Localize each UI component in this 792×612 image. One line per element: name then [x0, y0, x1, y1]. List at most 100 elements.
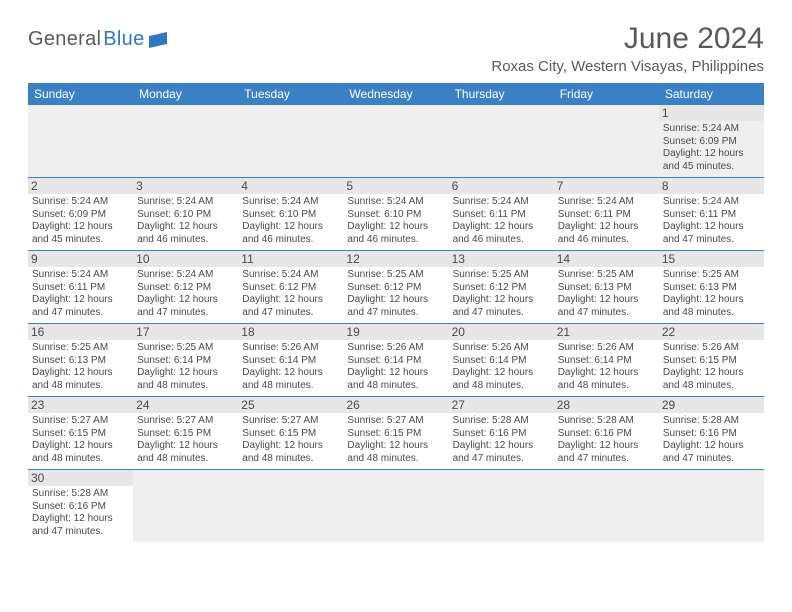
sunrise-line: Sunrise: 5:25 AM [558, 269, 655, 282]
daylight-line: Daylight: 12 hours and 48 minutes. [347, 367, 444, 392]
day-number: 3 [133, 178, 238, 194]
sunset-line: Sunset: 6:12 PM [137, 282, 234, 295]
daylight-line: Daylight: 12 hours and 48 minutes. [663, 294, 760, 319]
header: General Blue June 2024 Roxas City, Weste… [28, 22, 764, 75]
daylight-line: Daylight: 12 hours and 47 minutes. [32, 294, 129, 319]
sunrise-line: Sunrise: 5:25 AM [32, 342, 129, 355]
daylight-line: Daylight: 12 hours and 47 minutes. [137, 294, 234, 319]
calendar-cell: 11Sunrise: 5:24 AMSunset: 6:12 PMDayligh… [238, 251, 343, 324]
calendar-row: 9Sunrise: 5:24 AMSunset: 6:11 PMDaylight… [28, 251, 764, 324]
calendar-body: 1Sunrise: 5:24 AMSunset: 6:09 PMDaylight… [28, 105, 764, 542]
sunset-line: Sunset: 6:15 PM [242, 428, 339, 441]
calendar-cell [343, 470, 448, 543]
calendar-cell [238, 470, 343, 543]
calendar-cell [133, 105, 238, 178]
location: Roxas City, Western Visayas, Philippines [491, 58, 764, 75]
sunrise-line: Sunrise: 5:28 AM [32, 488, 129, 501]
day-number: 17 [133, 324, 238, 340]
calendar-cell: 23Sunrise: 5:27 AMSunset: 6:15 PMDayligh… [28, 397, 133, 470]
day-number: 28 [554, 397, 659, 413]
calendar-cell [133, 470, 238, 543]
sunrise-line: Sunrise: 5:24 AM [663, 196, 760, 209]
sunset-line: Sunset: 6:15 PM [137, 428, 234, 441]
calendar-cell: 17Sunrise: 5:25 AMSunset: 6:14 PMDayligh… [133, 324, 238, 397]
calendar-cell: 20Sunrise: 5:26 AMSunset: 6:14 PMDayligh… [449, 324, 554, 397]
day-number: 5 [343, 178, 448, 194]
sunrise-line: Sunrise: 5:27 AM [137, 415, 234, 428]
day-details: Sunrise: 5:26 AMSunset: 6:14 PMDaylight:… [558, 342, 655, 392]
calendar-row: 1Sunrise: 5:24 AMSunset: 6:09 PMDaylight… [28, 105, 764, 178]
day-number: 2 [28, 178, 133, 194]
daylight-line: Daylight: 12 hours and 47 minutes. [663, 440, 760, 465]
sunrise-line: Sunrise: 5:24 AM [347, 196, 444, 209]
calendar-cell: 6Sunrise: 5:24 AMSunset: 6:11 PMDaylight… [449, 178, 554, 251]
calendar-cell: 27Sunrise: 5:28 AMSunset: 6:16 PMDayligh… [449, 397, 554, 470]
calendar-cell: 2Sunrise: 5:24 AMSunset: 6:09 PMDaylight… [28, 178, 133, 251]
calendar-cell: 15Sunrise: 5:25 AMSunset: 6:13 PMDayligh… [659, 251, 764, 324]
day-details: Sunrise: 5:24 AMSunset: 6:11 PMDaylight:… [558, 196, 655, 246]
sunrise-line: Sunrise: 5:26 AM [347, 342, 444, 355]
sunset-line: Sunset: 6:09 PM [32, 209, 129, 222]
sunset-line: Sunset: 6:10 PM [347, 209, 444, 222]
sunset-line: Sunset: 6:16 PM [663, 428, 760, 441]
sunrise-line: Sunrise: 5:27 AM [242, 415, 339, 428]
daylight-line: Daylight: 12 hours and 46 minutes. [347, 221, 444, 246]
sunrise-line: Sunrise: 5:24 AM [137, 196, 234, 209]
daylight-line: Daylight: 12 hours and 48 minutes. [347, 440, 444, 465]
day-number: 25 [238, 397, 343, 413]
daylight-line: Daylight: 12 hours and 48 minutes. [558, 367, 655, 392]
day-details: Sunrise: 5:26 AMSunset: 6:14 PMDaylight:… [347, 342, 444, 392]
calendar-cell: 8Sunrise: 5:24 AMSunset: 6:11 PMDaylight… [659, 178, 764, 251]
calendar-cell: 13Sunrise: 5:25 AMSunset: 6:12 PMDayligh… [449, 251, 554, 324]
daylight-line: Daylight: 12 hours and 48 minutes. [242, 440, 339, 465]
day-number: 12 [343, 251, 448, 267]
sunset-line: Sunset: 6:11 PM [453, 209, 550, 222]
calendar-cell [554, 470, 659, 543]
sunset-line: Sunset: 6:16 PM [453, 428, 550, 441]
logo: General Blue [28, 28, 173, 51]
weekday-header-row: Sunday Monday Tuesday Wednesday Thursday… [28, 83, 764, 105]
daylight-line: Daylight: 12 hours and 47 minutes. [32, 513, 129, 538]
daylight-line: Daylight: 12 hours and 47 minutes. [558, 294, 655, 319]
weekday-saturday: Saturday [659, 83, 764, 105]
day-number: 11 [238, 251, 343, 267]
daylight-line: Daylight: 12 hours and 47 minutes. [453, 440, 550, 465]
sunset-line: Sunset: 6:15 PM [347, 428, 444, 441]
day-number: 29 [659, 397, 764, 413]
day-details: Sunrise: 5:25 AMSunset: 6:13 PMDaylight:… [32, 342, 129, 392]
calendar-row: 16Sunrise: 5:25 AMSunset: 6:13 PMDayligh… [28, 324, 764, 397]
day-details: Sunrise: 5:24 AMSunset: 6:09 PMDaylight:… [663, 123, 760, 173]
sunrise-line: Sunrise: 5:26 AM [453, 342, 550, 355]
sunset-line: Sunset: 6:15 PM [663, 355, 760, 368]
sunset-line: Sunset: 6:14 PM [242, 355, 339, 368]
calendar-cell: 14Sunrise: 5:25 AMSunset: 6:13 PMDayligh… [554, 251, 659, 324]
calendar-table: Sunday Monday Tuesday Wednesday Thursday… [28, 83, 764, 542]
daylight-line: Daylight: 12 hours and 46 minutes. [453, 221, 550, 246]
sunset-line: Sunset: 6:11 PM [32, 282, 129, 295]
calendar-cell: 10Sunrise: 5:24 AMSunset: 6:12 PMDayligh… [133, 251, 238, 324]
day-details: Sunrise: 5:26 AMSunset: 6:14 PMDaylight:… [242, 342, 339, 392]
sunset-line: Sunset: 6:10 PM [137, 209, 234, 222]
calendar-cell: 4Sunrise: 5:24 AMSunset: 6:10 PMDaylight… [238, 178, 343, 251]
sunrise-line: Sunrise: 5:27 AM [32, 415, 129, 428]
day-number: 18 [238, 324, 343, 340]
sunset-line: Sunset: 6:12 PM [453, 282, 550, 295]
weekday-tuesday: Tuesday [238, 83, 343, 105]
logo-text-general: General [28, 28, 101, 51]
day-details: Sunrise: 5:25 AMSunset: 6:12 PMDaylight:… [453, 269, 550, 319]
calendar-cell [28, 105, 133, 178]
day-details: Sunrise: 5:24 AMSunset: 6:10 PMDaylight:… [137, 196, 234, 246]
sunrise-line: Sunrise: 5:28 AM [663, 415, 760, 428]
day-number: 15 [659, 251, 764, 267]
sunset-line: Sunset: 6:13 PM [663, 282, 760, 295]
weekday-monday: Monday [133, 83, 238, 105]
day-details: Sunrise: 5:24 AMSunset: 6:12 PMDaylight:… [137, 269, 234, 319]
calendar-cell: 19Sunrise: 5:26 AMSunset: 6:14 PMDayligh… [343, 324, 448, 397]
calendar-cell: 16Sunrise: 5:25 AMSunset: 6:13 PMDayligh… [28, 324, 133, 397]
daylight-line: Daylight: 12 hours and 46 minutes. [242, 221, 339, 246]
daylight-line: Daylight: 12 hours and 47 minutes. [453, 294, 550, 319]
day-details: Sunrise: 5:27 AMSunset: 6:15 PMDaylight:… [137, 415, 234, 465]
calendar-cell: 18 Sunrise: 5:26 AMSunset: 6:14 PMDayligh… [238, 324, 343, 397]
daylight-line: Daylight: 12 hours and 48 minutes. [663, 367, 760, 392]
sunrise-line: Sunrise: 5:25 AM [453, 269, 550, 282]
